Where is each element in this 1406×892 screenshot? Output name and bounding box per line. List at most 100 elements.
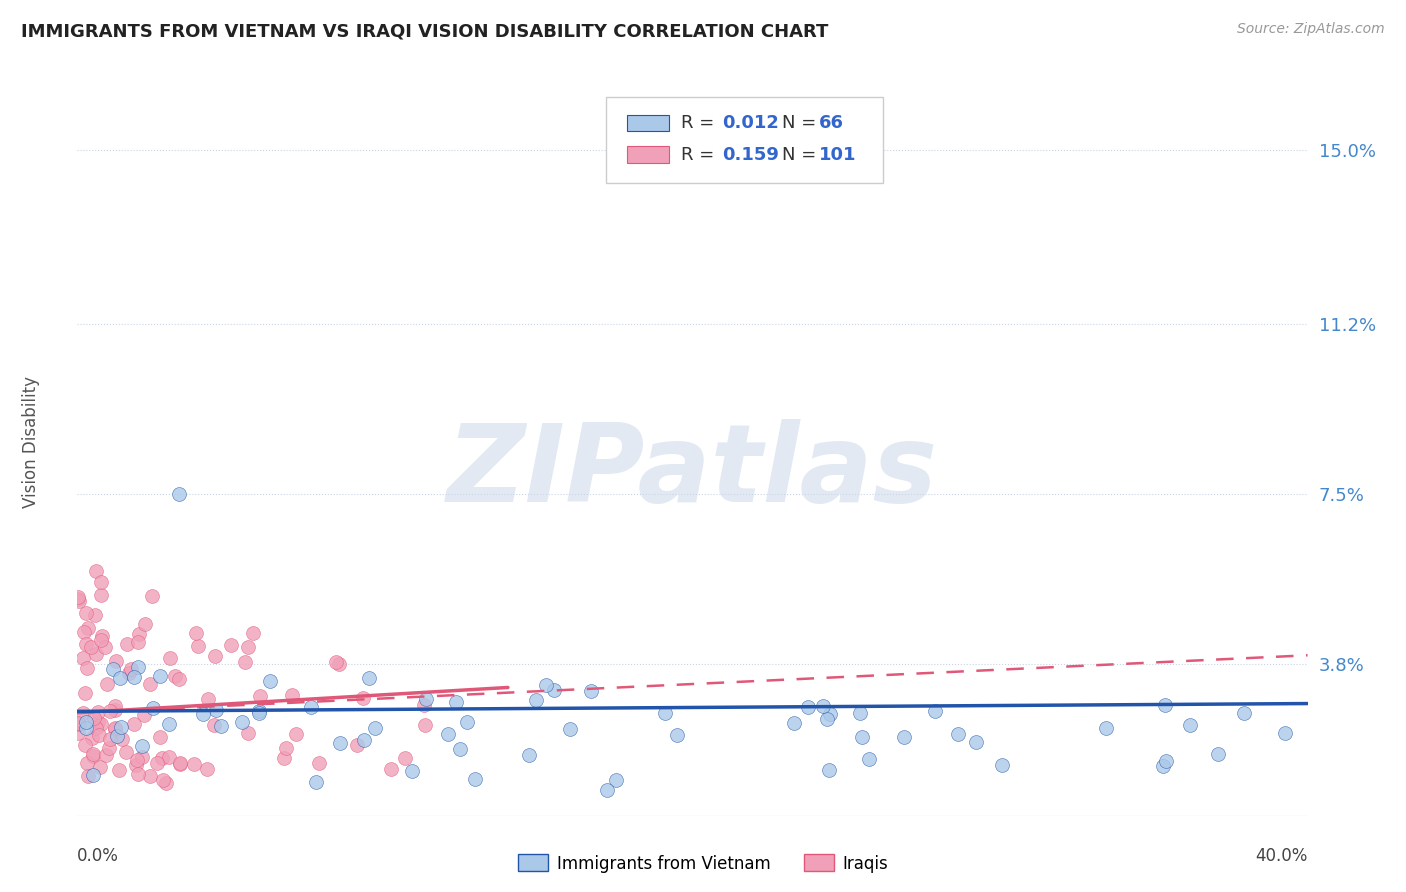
- Point: [238, 640, 260, 655]
- Text: ZIPatlas: ZIPatlas: [447, 418, 938, 524]
- Point: [163, 668, 186, 682]
- Point: [122, 670, 145, 684]
- Point: [205, 703, 228, 717]
- Point: [86, 714, 108, 729]
- Text: Source: ZipAtlas.com: Source: ZipAtlas.com: [1237, 22, 1385, 37]
- Point: [352, 690, 374, 705]
- Point: [364, 722, 387, 736]
- Point: [67, 594, 90, 608]
- Point: [149, 730, 172, 744]
- Point: [84, 608, 107, 623]
- Point: [66, 716, 89, 731]
- Point: [242, 626, 264, 640]
- Point: [233, 656, 256, 670]
- Point: [259, 674, 281, 689]
- Point: [965, 735, 987, 749]
- Point: [305, 775, 328, 789]
- Text: N =: N =: [782, 145, 823, 163]
- Point: [848, 706, 870, 721]
- Point: [654, 706, 676, 720]
- Point: [75, 637, 97, 651]
- Point: [449, 742, 471, 756]
- FancyBboxPatch shape: [606, 97, 883, 183]
- Point: [86, 721, 108, 735]
- Point: [415, 718, 437, 732]
- Point: [534, 678, 557, 692]
- Point: [167, 487, 190, 501]
- Point: [415, 692, 437, 706]
- Point: [155, 775, 177, 789]
- Point: [280, 688, 302, 702]
- Point: [104, 723, 127, 737]
- Point: [893, 730, 915, 744]
- Point: [357, 671, 380, 685]
- Text: 66: 66: [820, 114, 844, 132]
- Point: [117, 666, 139, 681]
- Point: [77, 769, 100, 783]
- Point: [202, 717, 225, 731]
- Point: [75, 714, 97, 729]
- Point: [858, 752, 880, 766]
- Point: [328, 657, 350, 671]
- Point: [139, 677, 162, 691]
- Point: [195, 762, 218, 776]
- Point: [666, 728, 689, 742]
- Point: [127, 660, 149, 674]
- Text: 0.012: 0.012: [723, 114, 779, 132]
- Point: [273, 751, 295, 765]
- Point: [817, 712, 839, 726]
- Point: [308, 756, 330, 770]
- Point: [115, 637, 138, 651]
- Point: [91, 629, 114, 643]
- Point: [105, 654, 128, 668]
- Point: [183, 756, 205, 771]
- Point: [76, 756, 98, 771]
- Point: [94, 640, 117, 654]
- Point: [1095, 721, 1118, 735]
- Text: IMMIGRANTS FROM VIETNAM VS IRAQI VISION DISABILITY CORRELATION CHART: IMMIGRANTS FROM VIETNAM VS IRAQI VISION …: [21, 22, 828, 40]
- Point: [818, 763, 841, 777]
- Point: [75, 606, 97, 620]
- Point: [105, 730, 128, 744]
- Point: [285, 726, 308, 740]
- Point: [122, 716, 145, 731]
- Point: [120, 662, 142, 676]
- Point: [75, 721, 97, 735]
- Point: [231, 714, 253, 729]
- Point: [517, 747, 540, 762]
- Point: [219, 639, 242, 653]
- Point: [82, 767, 104, 781]
- Point: [401, 764, 423, 778]
- Point: [249, 690, 271, 704]
- Point: [437, 727, 460, 741]
- Text: 0.0%: 0.0%: [77, 847, 120, 864]
- Point: [247, 704, 270, 718]
- Bar: [627, 115, 669, 131]
- Point: [851, 731, 873, 745]
- Point: [67, 716, 90, 731]
- Point: [98, 741, 121, 756]
- Point: [115, 745, 138, 759]
- Point: [811, 699, 834, 714]
- Text: R =: R =: [682, 114, 720, 132]
- Point: [1206, 747, 1229, 762]
- Point: [596, 783, 619, 797]
- Text: N =: N =: [782, 114, 823, 132]
- Point: [413, 698, 436, 712]
- Point: [1233, 706, 1256, 720]
- Text: 40.0%: 40.0%: [1256, 847, 1308, 864]
- Point: [82, 731, 104, 746]
- Point: [1180, 718, 1202, 732]
- Point: [524, 692, 547, 706]
- Point: [380, 762, 402, 776]
- Legend: Immigrants from Vietnam, Iraqis: Immigrants from Vietnam, Iraqis: [512, 847, 894, 880]
- Point: [456, 715, 478, 730]
- Point: [110, 720, 132, 734]
- Point: [157, 749, 180, 764]
- Point: [73, 738, 96, 752]
- Point: [274, 741, 297, 756]
- Point: [86, 564, 108, 578]
- Point: [169, 756, 191, 770]
- Point: [127, 753, 149, 767]
- Point: [82, 747, 104, 761]
